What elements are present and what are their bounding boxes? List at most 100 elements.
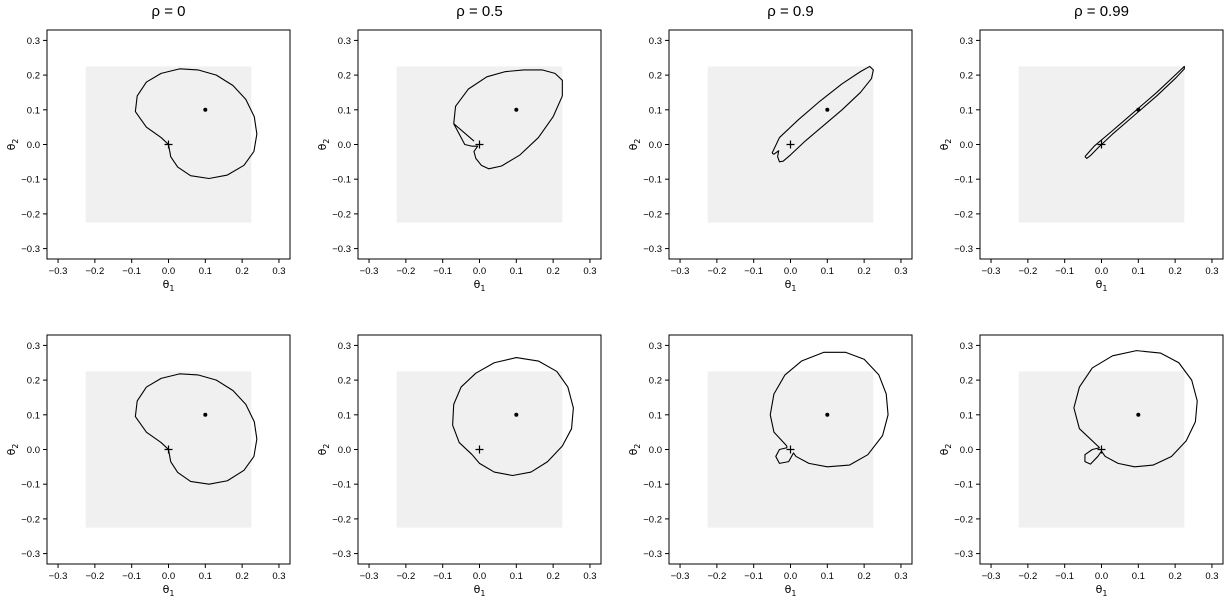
y-tick-label: 0.2 (649, 71, 662, 82)
plot-svg: −0.3 −0.2 −0.1 0.0 0.1 0.2 0.3 −0.3 −0.2 −0.1 0.0 0… (5, 29, 291, 293)
x-tick-label: −0.3 (360, 266, 379, 277)
y-tick-label: −0.1 (21, 175, 40, 186)
chart-panel: −0.3 −0.2 −0.1 0.0 0.1 0.2 0.3 −0.3 −0.2 −0.1 0.0 0… (624, 305, 917, 609)
x-tick-label: −0.1 (744, 571, 763, 582)
y-tick-label: 0.1 (27, 105, 40, 116)
x-tick-label: 0.3 (1205, 571, 1218, 582)
chart-panel: ρ = 0.9 −0.3 −0.2 −0.1 0.0 0.1 0.2 0.3 −0.3 −0.2−… (624, 0, 917, 304)
y-tick-label: 0.2 (338, 376, 351, 387)
x-tick-label: 0.1 (199, 266, 212, 277)
y-axis-label: θ2 (938, 139, 953, 151)
x-tick-label: 0.3 (1205, 266, 1218, 277)
x-axis-label: θ1 (474, 583, 486, 598)
x-axis-label: θ1 (785, 278, 797, 293)
x-tick-label: −0.3 (49, 571, 68, 582)
x-tick-label: −0.1 (1055, 571, 1074, 582)
y-tick-label: −0.3 (21, 549, 40, 560)
y-tick-label: −0.1 (643, 175, 662, 186)
y-tick-label: 0.0 (338, 140, 351, 151)
x-tick-label: 0.1 (821, 266, 834, 277)
x-tick-label: −0.2 (85, 571, 104, 582)
plot-svg: −0.3 −0.2 −0.1 0.0 0.1 0.2 0.3 −0.3 −0.2 −0.1 0.0 0… (627, 334, 913, 598)
y-tick-label: −0.1 (332, 480, 351, 491)
y-tick-label: 0.0 (960, 445, 973, 456)
x-axis-label: θ1 (1096, 278, 1108, 293)
y-tick-label: 0.0 (27, 445, 40, 456)
y-tick-label: 0.2 (960, 376, 973, 387)
y-tick-label: 0.1 (649, 105, 662, 116)
x-tick-label: 0.3 (894, 571, 907, 582)
origin-plus-marker (1097, 140, 1106, 149)
origin-plus-marker (786, 140, 795, 149)
x-tick-label: −0.3 (49, 266, 68, 277)
x-axis-label: θ1 (474, 278, 486, 293)
y-tick-label: 0.1 (338, 105, 351, 116)
x-tick-label: 0.2 (858, 571, 871, 582)
x-tick-label: −0.3 (671, 571, 690, 582)
x-tick-label: −0.1 (433, 266, 452, 277)
plot-svg: −0.3 −0.2 −0.1 0.0 0.1 0.2 0.3 −0.3 −0.2 −0.1 0.0 0… (938, 334, 1224, 598)
y-tick-label: 0.2 (960, 71, 973, 82)
center-point (514, 412, 519, 417)
chart-panel: ρ = 0.99 −0.3 −0.2 −0.1 0.0 0.1 0.2 0.3 −0.3 −0.2… (935, 0, 1225, 304)
y-tick-label: −0.2 (643, 209, 662, 220)
y-tick-label: −0.1 (954, 175, 973, 186)
x-tick-label: 0.2 (1169, 571, 1182, 582)
x-tick-label: 0.0 (784, 571, 797, 582)
x-tick-label: 0.2 (547, 266, 560, 277)
origin-plus-marker (475, 445, 484, 454)
plot-svg: −0.3 −0.2 −0.1 0.0 0.1 0.2 0.3 −0.3 −0.2 −0.1 0.0 0… (627, 29, 913, 293)
origin-plus-marker (164, 140, 173, 149)
y-tick-label: 0.2 (27, 71, 40, 82)
y-tick-label: −0.1 (954, 480, 973, 491)
chart-panel: −0.3 −0.2 −0.1 0.0 0.1 0.2 0.3 −0.3 −0.2 −0.1 0.0 0… (935, 305, 1225, 609)
x-tick-label: −0.3 (982, 266, 1001, 277)
contour-line (1073, 350, 1198, 468)
y-tick-label: 0.3 (338, 341, 351, 352)
y-tick-label: 0.1 (960, 410, 973, 421)
y-tick-label: 0.2 (27, 376, 40, 387)
y-tick-label: −0.2 (21, 209, 40, 220)
x-tick-label: −0.3 (982, 571, 1001, 582)
y-axis-label: θ2 (316, 444, 331, 456)
x-axis-label: θ1 (785, 583, 797, 598)
x-tick-label: 0.3 (583, 571, 596, 582)
x-axis-label: θ1 (163, 278, 175, 293)
y-axis-label: θ2 (316, 139, 331, 151)
y-tick-label: −0.3 (21, 244, 40, 255)
x-axis-label: θ1 (1096, 583, 1108, 598)
x-tick-label: −0.1 (122, 266, 141, 277)
contour-line (1084, 65, 1185, 159)
contour-line (134, 373, 258, 485)
x-tick-label: 0.1 (1132, 266, 1145, 277)
x-tick-label: −0.2 (85, 266, 104, 277)
plot-svg: −0.3 −0.2 −0.1 0.0 0.1 0.2 0.3 −0.3 −0.2 −0.1 0.0 0… (938, 29, 1224, 293)
contour-line (452, 357, 574, 477)
y-tick-label: 0.0 (649, 140, 662, 151)
y-tick-label: −0.2 (332, 514, 351, 525)
x-tick-label: 0.0 (162, 266, 175, 277)
center-point (514, 107, 519, 112)
plot-area: −0.3 −0.2 −0.1 0.0 0.1 0.2 0.3 −0.3 −0.2 −0.1 0.0 0… (316, 29, 602, 293)
contour-line (771, 65, 874, 163)
plot-svg: −0.3 −0.2 −0.1 0.0 0.1 0.2 0.3 −0.3 −0.2 −0.1 0.0 0… (5, 334, 291, 598)
x-axis-label: θ1 (163, 583, 175, 598)
y-tick-label: −0.3 (954, 244, 973, 255)
center-point (203, 107, 208, 112)
x-tick-label: 0.2 (1169, 266, 1182, 277)
plot-area: −0.3 −0.2 −0.1 0.0 0.1 0.2 0.3 −0.3 −0.2 −0.1 0.0 0… (316, 334, 602, 598)
y-tick-label: −0.2 (954, 514, 973, 525)
y-tick-label: 0.0 (27, 140, 40, 151)
panel-title: ρ = 0 (151, 3, 186, 20)
y-tick-label: 0.3 (960, 36, 973, 47)
y-axis-label: θ2 (5, 139, 20, 151)
x-tick-label: 0.2 (236, 571, 249, 582)
y-tick-label: −0.2 (954, 209, 973, 220)
chart-panel: −0.3 −0.2 −0.1 0.0 0.1 0.2 0.3 −0.3 −0.2 −0.1 0.0 0… (2, 305, 295, 609)
y-tick-label: −0.2 (332, 209, 351, 220)
x-tick-label: 0.3 (272, 266, 285, 277)
y-tick-label: −0.3 (954, 549, 973, 560)
y-tick-label: 0.3 (27, 341, 40, 352)
x-tick-label: 0.1 (510, 571, 523, 582)
